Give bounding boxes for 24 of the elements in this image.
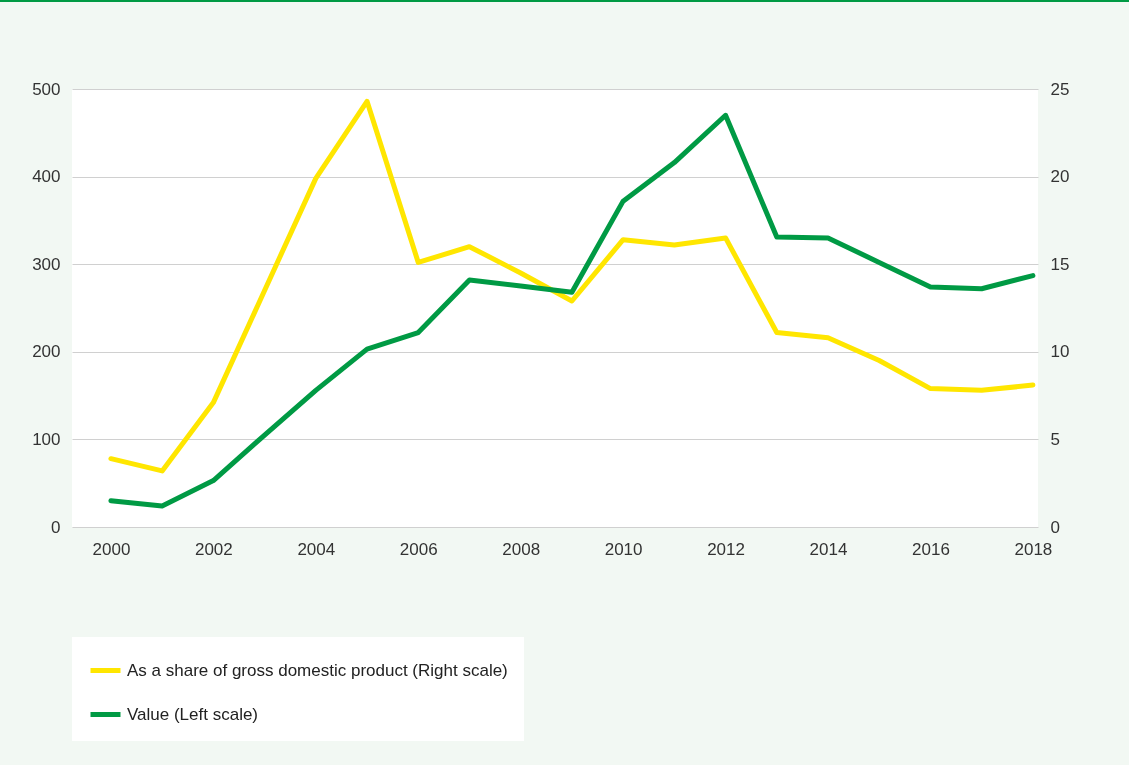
legend-label: As a share of gross domestic product (Right scale) (127, 660, 508, 680)
y2-tick-label: 15 (1050, 254, 1070, 274)
x-tick-label: 2010 (604, 539, 643, 559)
x-tick-label: 2000 (92, 539, 131, 559)
y2-tick-label: 5 (1050, 429, 1060, 449)
y2-tick-label: 10 (1050, 342, 1070, 362)
y-tick-label: 400 (32, 167, 61, 187)
legend-label: Value (Left scale) (127, 704, 259, 724)
x-tick-label: 2004 (297, 539, 336, 559)
x-tick-label: 2002 (194, 539, 233, 559)
x-tick-label: 2016 (912, 539, 950, 559)
x-tick-label: 2012 (707, 539, 745, 559)
y-tick-label: 200 (32, 342, 61, 362)
x-tick-label: 2006 (399, 539, 438, 559)
y-tick-label: 100 (32, 429, 61, 449)
y-tick-label: 500 (32, 79, 61, 99)
x-tick-label: 2018 (1014, 539, 1053, 559)
x-tick-label: 2008 (502, 539, 541, 559)
y-tick-label: 300 (32, 254, 61, 274)
y2-tick-label: 25 (1050, 79, 1070, 99)
y2-tick-label: 0 (1050, 517, 1060, 537)
y2-tick-label: 20 (1050, 167, 1070, 187)
x-tick-label: 2014 (809, 539, 848, 559)
y-tick-label: 0 (51, 517, 61, 537)
